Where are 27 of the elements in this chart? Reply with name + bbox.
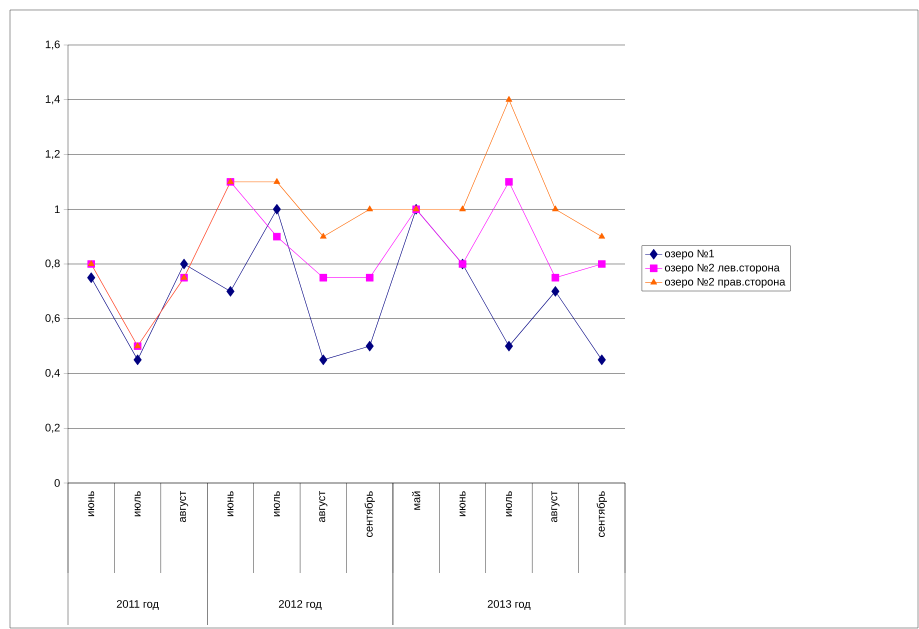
legend-label: озеро №2 лев.сторона <box>664 264 780 274</box>
x-tick-label: август <box>551 490 560 522</box>
x-tick-label: июль <box>134 491 141 516</box>
y-tick-label: 0,2 <box>45 424 60 433</box>
legend-label: озеро №2 прав.сторона <box>664 278 786 288</box>
y-tick-label: 1 <box>54 205 60 214</box>
y-tick-label: 1,4 <box>46 95 60 104</box>
y-tick-label: 1,2 <box>46 150 60 160</box>
x-tick-label: август <box>180 490 188 522</box>
text: 2012 год <box>278 600 322 610</box>
x-tick-label: июнь <box>460 491 466 516</box>
x-tick-label: август <box>319 490 328 522</box>
x-tick-label: июнь <box>227 491 234 516</box>
x-tick-label: сентябрь <box>596 491 607 537</box>
x-tick-label: июнь <box>88 491 94 516</box>
text: 2011 год <box>116 600 159 610</box>
y-tick-label: 1,6 <box>46 40 60 50</box>
text: 2013 год <box>488 600 530 610</box>
y-tick-label: 0,8 <box>45 259 60 269</box>
y-tick-label: 0 <box>54 479 60 487</box>
y-tick-label: 0,4 <box>45 368 60 378</box>
legend-label: озеро №1 <box>664 250 714 260</box>
y-tick-label: 0,6 <box>45 314 60 324</box>
x-tick-label: июль <box>274 491 280 516</box>
x-tick-label: май <box>412 492 420 510</box>
x-tick-label: сентябрь <box>364 491 375 537</box>
x-tick-label: июль <box>506 491 512 516</box>
